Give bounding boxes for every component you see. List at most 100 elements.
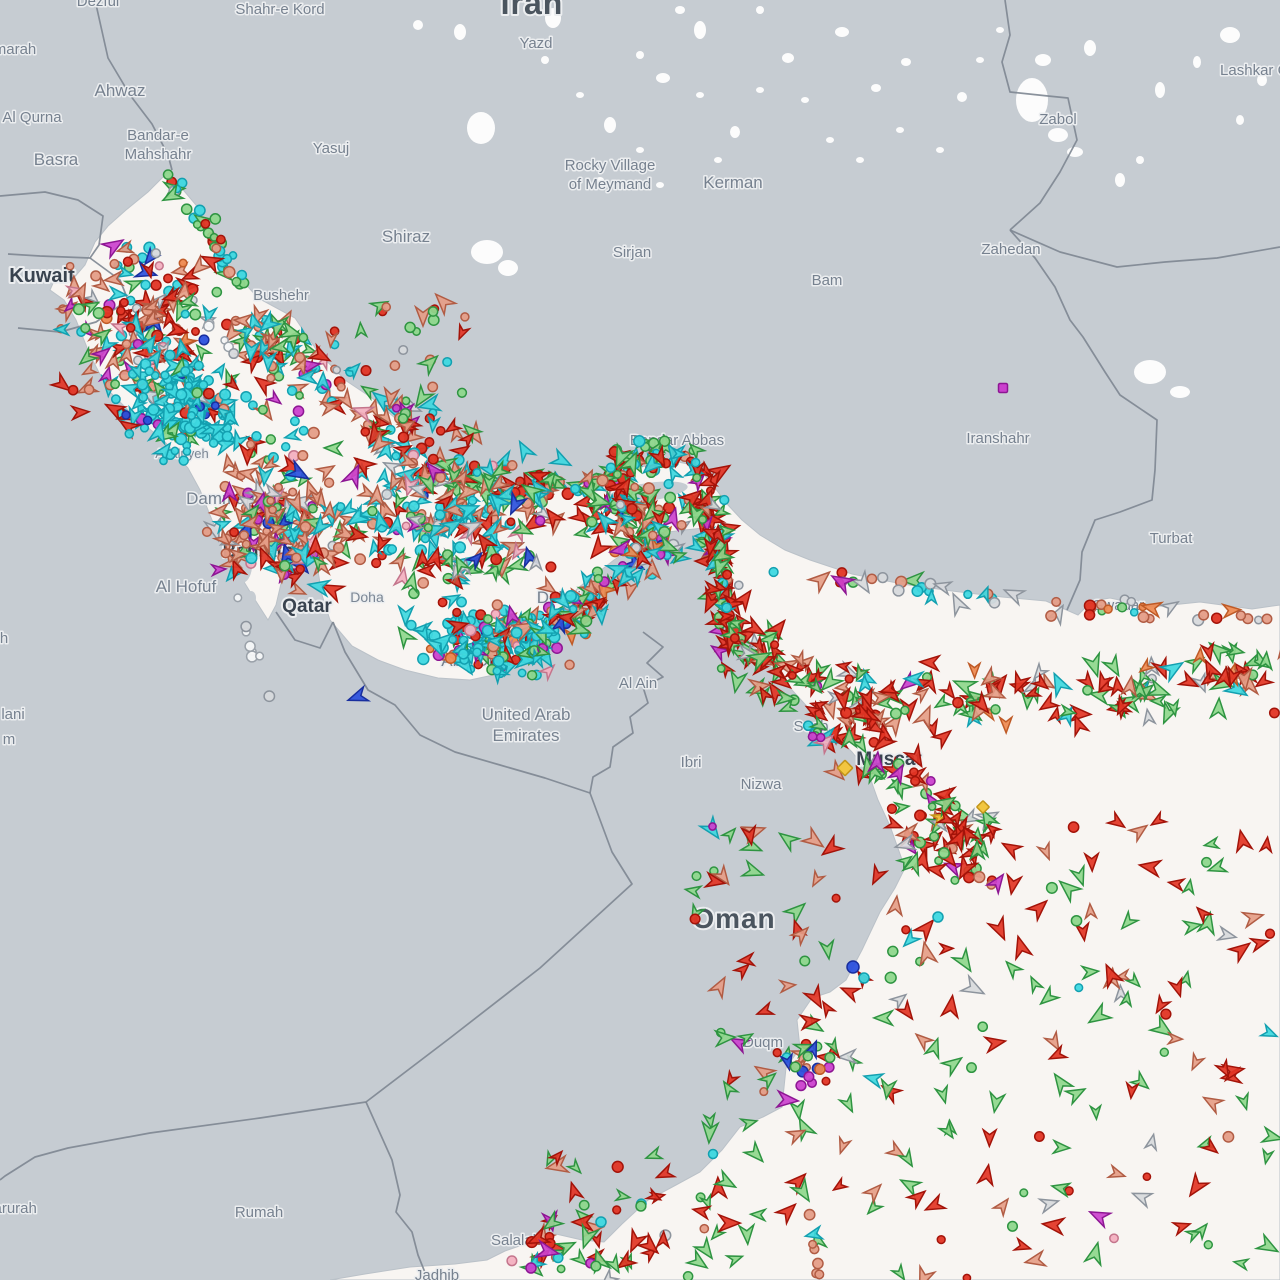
vessel-marker-arrow[interactable] xyxy=(1137,656,1157,675)
vessel-marker-dot[interactable] xyxy=(642,482,655,495)
vessel-marker-arrow[interactable] xyxy=(177,291,200,310)
vessel-marker-arrow[interactable] xyxy=(719,825,739,845)
vessel-marker-arrow[interactable] xyxy=(819,695,840,721)
vessel-marker-arrow[interactable] xyxy=(231,313,254,330)
vessel-marker-dot[interactable] xyxy=(371,557,382,569)
vessel-marker-dot[interactable] xyxy=(323,477,335,488)
vessel-marker-arrow[interactable] xyxy=(654,1162,678,1184)
vessel-marker-arrow[interactable] xyxy=(451,554,472,577)
vessel-marker-arrow[interactable] xyxy=(515,645,535,661)
vessel-marker-dot[interactable] xyxy=(689,913,701,925)
vessel-marker-dot[interactable] xyxy=(708,822,717,831)
vessel-marker-arrow[interactable] xyxy=(849,700,876,725)
vessel-marker-dot[interactable] xyxy=(877,571,889,584)
vessel-marker-arrow[interactable] xyxy=(1226,937,1255,965)
vessel-marker-arrow[interactable] xyxy=(550,613,569,636)
vessel-marker-arrow[interactable] xyxy=(1040,1216,1067,1237)
vessel-marker-arrow[interactable] xyxy=(1083,901,1099,921)
vessel-marker-arrow[interactable] xyxy=(180,265,202,284)
vessel-marker-dot[interactable] xyxy=(191,327,200,336)
vessel-marker-arrow[interactable] xyxy=(350,452,379,480)
vessel-marker-arrow[interactable] xyxy=(1079,964,1101,981)
vessel-marker-dot[interactable] xyxy=(1095,599,1107,611)
vessel-marker-arrow[interactable] xyxy=(209,563,228,578)
vessel-marker-arrow[interactable] xyxy=(503,604,523,629)
vessel-marker-arrow[interactable] xyxy=(987,1090,1007,1115)
vessel-marker-dot[interactable] xyxy=(840,706,853,719)
vessel-marker-arrow[interactable] xyxy=(450,467,472,491)
vessel-marker-arrow[interactable] xyxy=(1253,1232,1280,1258)
vessel-marker-dot[interactable] xyxy=(866,573,878,585)
vessel-marker-arrow[interactable] xyxy=(1036,984,1062,1009)
vessel-marker-arrow[interactable] xyxy=(333,386,358,412)
vessel-marker-arrow[interactable] xyxy=(690,1203,713,1221)
vessel-marker-arrow[interactable] xyxy=(1167,975,1186,999)
vessel-marker-dot[interactable] xyxy=(174,432,188,446)
vessel-marker-arrow[interactable] xyxy=(135,332,161,360)
vessel-marker-arrow[interactable] xyxy=(578,576,602,599)
vessel-marker-arrow[interactable] xyxy=(924,861,949,881)
vessel-marker-arrow[interactable] xyxy=(221,452,237,473)
vessel-marker-arrow[interactable] xyxy=(1202,835,1222,851)
vessel-marker-arrow[interactable] xyxy=(1119,674,1139,699)
vessel-marker-arrow[interactable] xyxy=(376,439,395,463)
vessel-marker-arrow[interactable] xyxy=(838,982,863,1004)
vessel-marker-arrow[interactable] xyxy=(1124,970,1143,990)
vessel-marker-arrow[interactable] xyxy=(385,469,406,492)
vessel-marker-arrow[interactable] xyxy=(221,480,239,503)
vessel-marker-dot[interactable] xyxy=(417,577,430,589)
vessel-marker-dot[interactable] xyxy=(332,365,342,375)
vessel-marker-dot[interactable] xyxy=(307,503,318,514)
vessel-marker-arrow[interactable] xyxy=(774,1089,801,1109)
vessel-marker-arrow[interactable] xyxy=(555,610,579,628)
vessel-marker-dot[interactable] xyxy=(647,530,658,541)
vessel-marker-arrow[interactable] xyxy=(727,668,749,695)
vessel-marker-arrow[interactable] xyxy=(882,813,904,833)
vessel-marker-arrow[interactable] xyxy=(862,1069,886,1090)
vessel-marker-dot[interactable] xyxy=(417,652,430,666)
vessel-marker-dot[interactable] xyxy=(193,204,206,217)
vessel-marker-arrow[interactable] xyxy=(1030,661,1051,682)
vessel-marker-dot[interactable] xyxy=(911,585,924,598)
vessel-marker-dot[interactable] xyxy=(481,624,494,637)
vessel-marker-arrow[interactable] xyxy=(80,297,101,317)
vessel-marker-arrow[interactable] xyxy=(1110,675,1127,698)
vessel-marker-dot[interactable] xyxy=(203,320,215,332)
vessel-marker-dot[interactable] xyxy=(814,1269,825,1280)
vessel-marker-dot[interactable] xyxy=(457,648,470,660)
vessel-marker-dot[interactable] xyxy=(517,668,527,678)
vessel-marker-arrow[interactable] xyxy=(930,791,959,819)
vessel-marker-dot[interactable] xyxy=(823,1061,835,1073)
vessel-marker-arrow[interactable] xyxy=(1054,875,1084,904)
vessel-marker-arrow[interactable] xyxy=(1130,1187,1155,1210)
vessel-marker-arrow[interactable] xyxy=(227,547,249,564)
vessel-marker-dot[interactable] xyxy=(244,640,256,653)
vessel-marker-arrow[interactable] xyxy=(935,809,957,829)
vessel-marker-dot[interactable] xyxy=(721,569,733,580)
vessel-marker-arrow[interactable] xyxy=(614,566,638,590)
vessel-marker-arrow[interactable] xyxy=(818,999,838,1020)
vessel-marker-arrow[interactable] xyxy=(727,616,747,633)
vessel-marker-arrow[interactable] xyxy=(106,285,129,302)
vessel-marker-dot[interactable] xyxy=(927,802,937,811)
vessel-marker-arrow[interactable] xyxy=(804,702,825,721)
vessel-marker-arrow[interactable] xyxy=(313,460,337,483)
vessel-marker-dot[interactable] xyxy=(186,411,197,421)
vessel-marker-arrow[interactable] xyxy=(580,569,595,590)
vessel-marker-arrow[interactable] xyxy=(1234,1091,1252,1112)
vessel-marker-arrow[interactable] xyxy=(798,1013,822,1032)
vessel-marker-dot[interactable] xyxy=(295,391,304,400)
vessel-marker-arrow[interactable] xyxy=(866,750,886,775)
vessel-marker-arrow[interactable] xyxy=(1258,835,1273,855)
vessel-marker-arrow[interactable] xyxy=(684,1248,711,1274)
vessel-marker-dot[interactable] xyxy=(635,1200,647,1212)
vessel-marker-arrow[interactable] xyxy=(864,1196,885,1218)
vessel-marker-arrow[interactable] xyxy=(912,1263,938,1280)
vessel-marker-dot[interactable] xyxy=(492,655,505,668)
vessel-marker-dot[interactable] xyxy=(525,1262,537,1274)
vessel-marker-arrow[interactable] xyxy=(305,534,325,559)
vessel-marker-dot[interactable] xyxy=(491,599,503,611)
vessel-marker-dot[interactable] xyxy=(716,664,726,673)
vessel-marker-arrow[interactable] xyxy=(1026,974,1046,996)
vessel-marker-arrow[interactable] xyxy=(635,1231,663,1259)
